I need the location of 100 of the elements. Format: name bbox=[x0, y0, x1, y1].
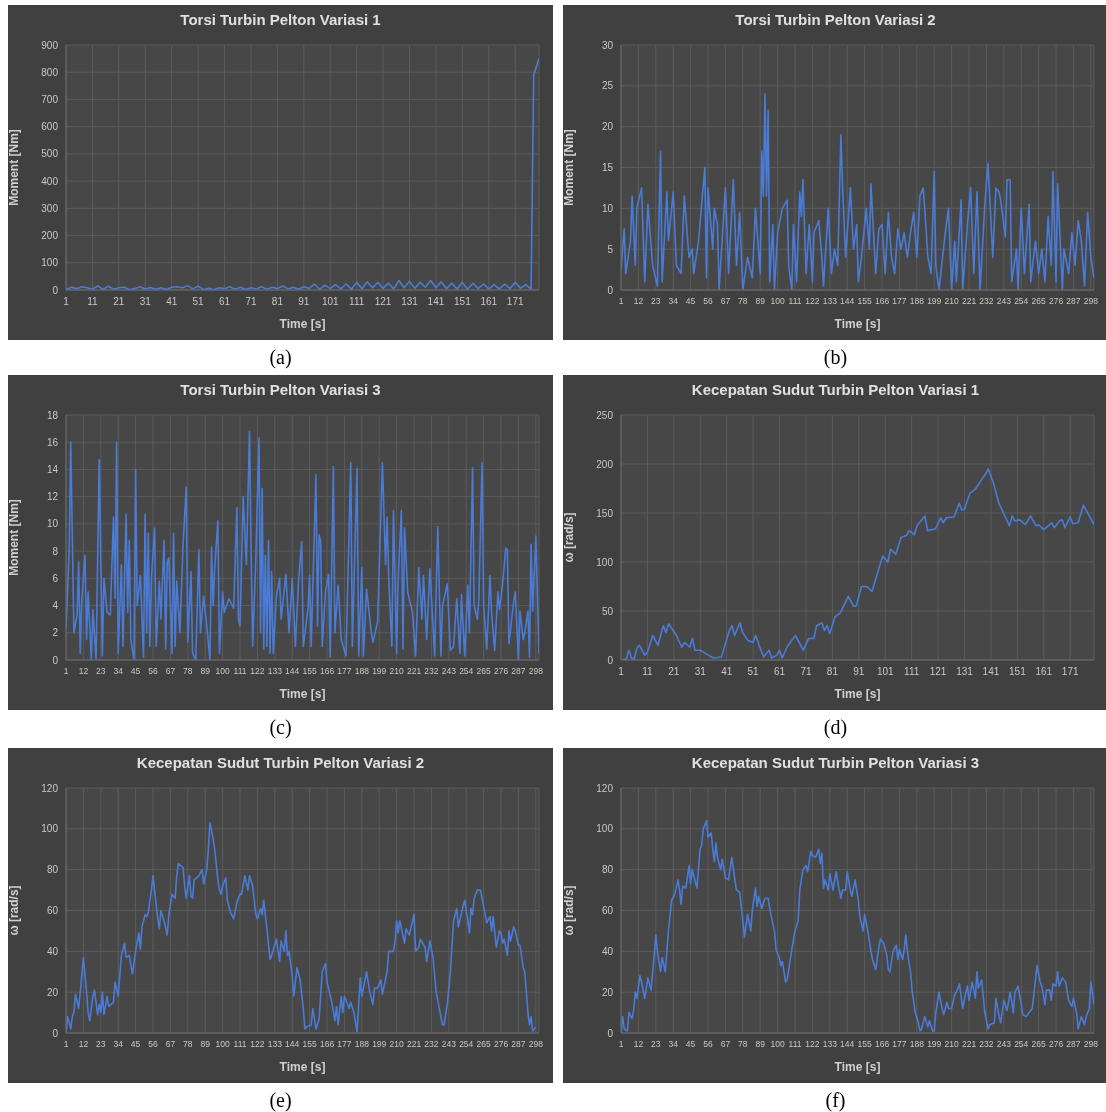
x-tick-label: 265 bbox=[1031, 1039, 1046, 1050]
x-tick-label: 71 bbox=[245, 296, 257, 308]
x-tick-label: 1 bbox=[63, 296, 70, 308]
y-tick-label: 20 bbox=[601, 121, 614, 133]
y-tick-label: 300 bbox=[41, 202, 59, 214]
y-tick-label: 200 bbox=[41, 230, 59, 242]
x-tick-label: 298 bbox=[528, 1039, 544, 1050]
x-tick-label: 78 bbox=[183, 1039, 193, 1050]
x-tick-label: 199 bbox=[372, 666, 387, 677]
x-tick-label: 177 bbox=[337, 666, 352, 677]
x-tick-label: 1 bbox=[618, 296, 624, 307]
x-tick-label: 23 bbox=[96, 1039, 106, 1050]
x-tick-label: 91 bbox=[298, 296, 310, 308]
x-tick-label: 161 bbox=[1035, 666, 1053, 678]
x-tick-label: 199 bbox=[927, 1039, 942, 1050]
x-tick-label: 276 bbox=[493, 1039, 509, 1050]
x-tick-label: 56 bbox=[148, 666, 158, 677]
x-tick-label: 221 bbox=[961, 1039, 977, 1050]
x-tick-label: 232 bbox=[979, 296, 994, 307]
x-axis-title: Time [s] bbox=[279, 1060, 326, 1074]
x-tick-label: 210 bbox=[389, 666, 404, 677]
x-tick-label: 177 bbox=[892, 296, 907, 307]
x-tick-label: 210 bbox=[389, 1039, 404, 1050]
y-tick-label: 150 bbox=[596, 507, 614, 519]
y-tick-label: 0 bbox=[607, 284, 614, 296]
x-tick-label: 122 bbox=[805, 1039, 820, 1050]
x-tick-label: 287 bbox=[511, 1039, 526, 1050]
x-tick-label: 23 bbox=[96, 666, 106, 677]
x-tick-label: 41 bbox=[721, 666, 733, 678]
y-tick-label: 100 bbox=[596, 556, 614, 568]
y-tick-label: 500 bbox=[41, 148, 59, 160]
y-tick-label: 18 bbox=[46, 409, 59, 421]
x-tick-label: 122 bbox=[805, 296, 820, 307]
x-tick-label: 12 bbox=[78, 666, 89, 677]
x-tick-label: 188 bbox=[909, 296, 925, 307]
chart-title: Torsi Turbin Pelton Variasi 3 bbox=[179, 380, 382, 400]
x-tick-label: 78 bbox=[738, 296, 748, 307]
x-tick-label: 101 bbox=[321, 296, 340, 308]
x-axis-title: Time [s] bbox=[834, 687, 881, 701]
y-tick-label: 0 bbox=[52, 1027, 59, 1039]
y-tick-label: 0 bbox=[607, 1027, 614, 1039]
text: (a) bbox=[268, 346, 293, 369]
x-tick-label: 111 bbox=[233, 666, 247, 677]
x-tick-label: 287 bbox=[1066, 1039, 1081, 1050]
x-tick-label: 166 bbox=[319, 666, 335, 677]
x-tick-label: 67 bbox=[165, 1039, 176, 1050]
y-tick-label: 40 bbox=[46, 945, 59, 957]
chart-title: Torsi Turbin Pelton Variasi 1 bbox=[179, 10, 382, 30]
x-tick-label: 81 bbox=[271, 296, 284, 308]
x-tick-label: 144 bbox=[840, 1039, 855, 1050]
x-tick-label: 199 bbox=[372, 1039, 387, 1050]
y-tick-label: 200 bbox=[596, 458, 614, 470]
y-tick-label: 400 bbox=[41, 175, 59, 187]
y-tick-label: 15 bbox=[601, 162, 614, 174]
x-tick-label: 243 bbox=[996, 296, 1012, 307]
x-tick-label: 171 bbox=[506, 296, 524, 308]
x-tick-label: 276 bbox=[1048, 296, 1064, 307]
x-tick-label: 298 bbox=[1083, 1039, 1099, 1050]
x-tick-label: 131 bbox=[956, 666, 974, 678]
x-tick-label: 61 bbox=[773, 666, 786, 678]
x-tick-label: 151 bbox=[1009, 666, 1027, 678]
y-tick-label: 600 bbox=[41, 121, 59, 133]
x-tick-label: 141 bbox=[982, 666, 1000, 678]
text: (c) bbox=[268, 716, 293, 739]
y-tick-label: 10 bbox=[46, 518, 59, 530]
x-tick-label: 298 bbox=[1083, 296, 1099, 307]
x-tick-label: 133 bbox=[267, 1039, 283, 1050]
x-tick-label: 101 bbox=[876, 666, 895, 678]
chart-title: Kecepatan Sudut Turbin Pelton Variasi 2 bbox=[135, 753, 426, 773]
x-tick-label: 188 bbox=[909, 1039, 925, 1050]
x-tick-label: 56 bbox=[148, 1039, 158, 1050]
x-tick-label: 144 bbox=[840, 296, 855, 307]
x-tick-label: 265 bbox=[476, 1039, 491, 1050]
x-tick-label: 34 bbox=[113, 666, 124, 677]
x-tick-label: 131 bbox=[401, 296, 419, 308]
x-tick-label: 298 bbox=[528, 666, 544, 677]
x-tick-label: 89 bbox=[200, 666, 211, 677]
x-tick-label: 144 bbox=[285, 1039, 300, 1050]
x-tick-label: 265 bbox=[1031, 296, 1046, 307]
x-tick-label: 45 bbox=[685, 296, 696, 307]
x-tick-label: 12 bbox=[633, 1039, 644, 1050]
x-tick-label: 243 bbox=[441, 1039, 457, 1050]
x-tick-label: 155 bbox=[857, 1039, 872, 1050]
y-tick-label: 700 bbox=[41, 93, 59, 105]
x-tick-label: 61 bbox=[218, 296, 231, 308]
x-tick-label: 276 bbox=[1048, 1039, 1064, 1050]
x-tick-label: 100 bbox=[770, 296, 785, 307]
text: (d) bbox=[822, 716, 849, 739]
y-tick-label: 800 bbox=[41, 66, 59, 78]
x-tick-label: 34 bbox=[113, 1039, 124, 1050]
x-tick-label: 12 bbox=[78, 1039, 89, 1050]
x-tick-label: 210 bbox=[944, 296, 959, 307]
x-tick-label: 122 bbox=[250, 666, 265, 677]
y-tick-label: 10 bbox=[601, 202, 614, 214]
x-tick-label: 41 bbox=[166, 296, 178, 308]
y-axis-title: ω [rad/s] bbox=[562, 885, 577, 936]
x-tick-label: 111 bbox=[788, 1039, 802, 1050]
x-tick-label: 11 bbox=[87, 296, 99, 308]
y-tick-label: 0 bbox=[52, 284, 59, 296]
x-tick-label: 45 bbox=[130, 1039, 141, 1050]
